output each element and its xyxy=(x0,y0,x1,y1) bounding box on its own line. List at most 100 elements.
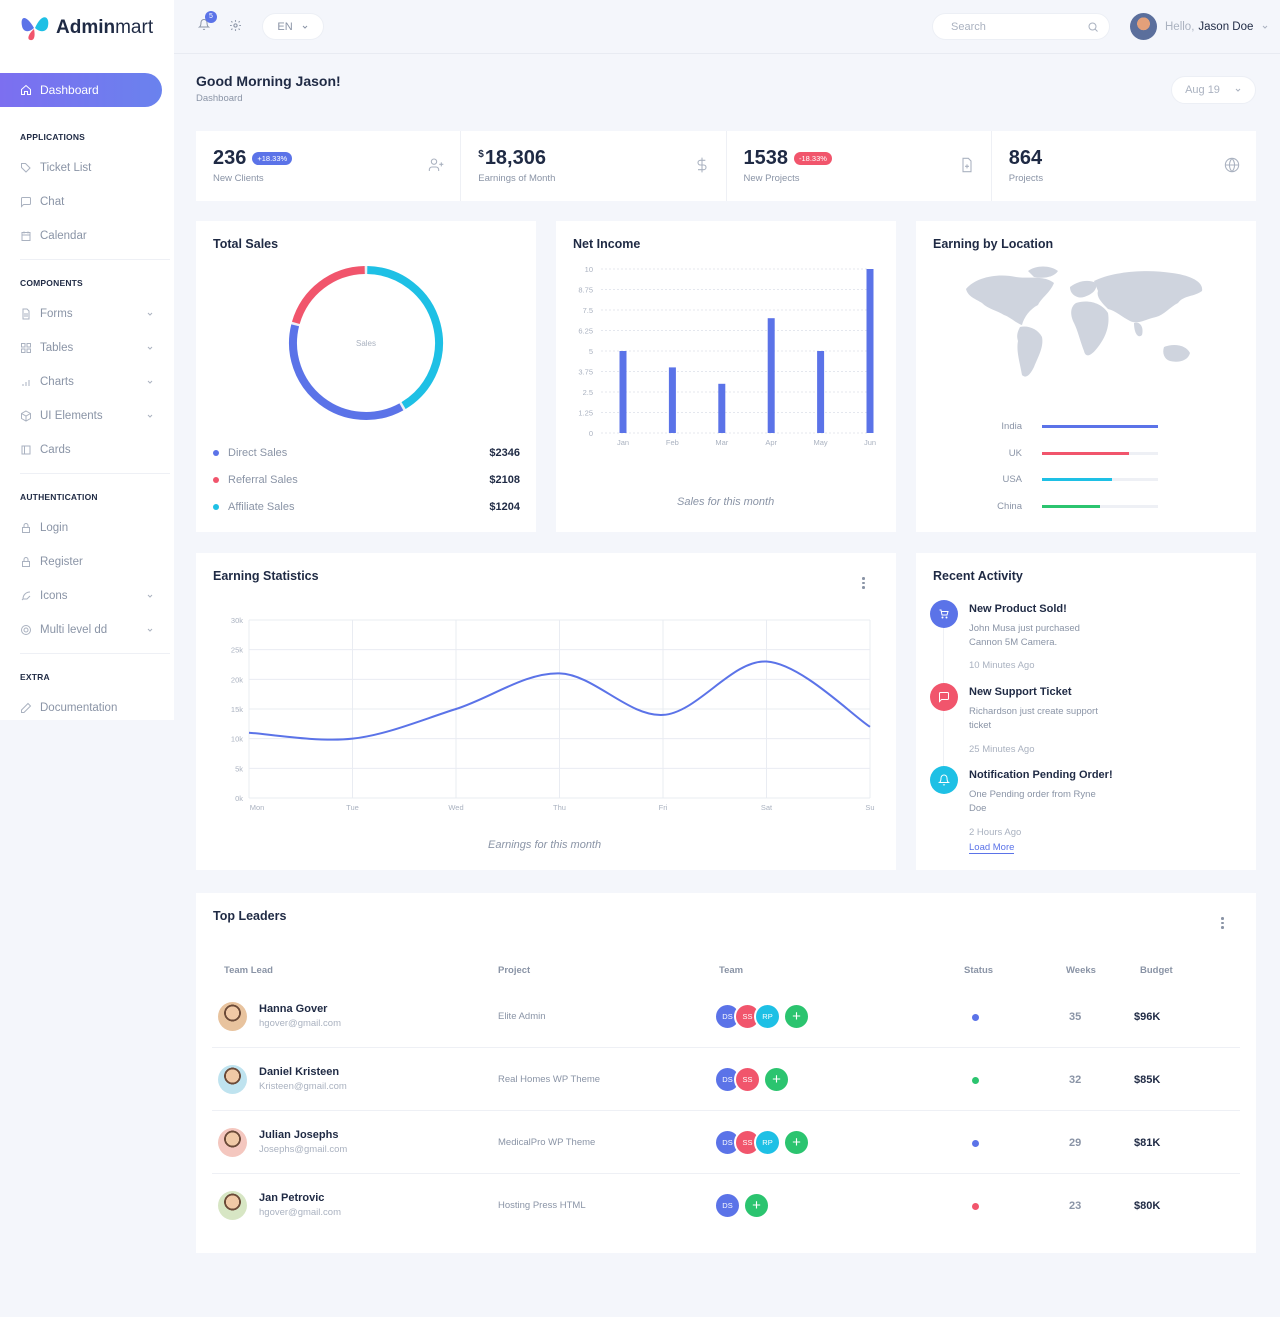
y-tick-label: 0k xyxy=(235,794,243,803)
add-team-member-button[interactable]: + xyxy=(783,1003,810,1030)
lock-icon xyxy=(22,523,30,533)
sidebar-item-cards[interactable]: Cards xyxy=(20,440,160,460)
date-select[interactable]: Aug 19 xyxy=(1171,76,1256,104)
sidebar-item-calendar[interactable]: Calendar xyxy=(20,226,160,246)
total-sales-donut-chart: Sales xyxy=(289,266,443,420)
stat-value: 864 xyxy=(1008,147,1043,169)
sidebar-section-title: AUTHENTICATION xyxy=(20,492,98,502)
sidebar-item-dashboard[interactable]: Dashboard xyxy=(0,73,162,107)
sidebar-item-label: Register xyxy=(40,556,83,568)
sidebar-item-label: Icons xyxy=(40,590,68,602)
leader-email: Josephs@gmail.com xyxy=(259,1144,348,1155)
x-tick-label: Jan xyxy=(617,438,629,447)
table-row[interactable]: Julian Josephs Josephs@gmail.com MedicalPr… xyxy=(212,1112,1240,1174)
location-row: USA18% xyxy=(996,474,1280,485)
life-buoy-icon xyxy=(21,624,31,636)
x-tick-label: Sat xyxy=(761,803,773,812)
gear-icon[interactable] xyxy=(229,19,242,32)
sidebar-item-forms[interactable]: Forms xyxy=(20,304,160,324)
card-title: Recent Activity xyxy=(933,569,1023,583)
weeks-value: 35 xyxy=(1069,1011,1082,1023)
legend-label: Direct Sales xyxy=(228,447,288,459)
location-progress-track xyxy=(1042,505,1158,508)
table-header[interactable]: Budget xyxy=(1140,965,1173,976)
y-tick-label: 10k xyxy=(231,735,243,744)
more-options-icon[interactable] xyxy=(1221,917,1225,929)
activity-item[interactable]: New Support Ticket Richardson just create… xyxy=(930,683,1230,763)
language-select[interactable]: EN xyxy=(262,13,324,40)
sidebar-item-label: Forms xyxy=(40,308,73,320)
card-title: Total Sales xyxy=(213,237,279,251)
team-member-avatar[interactable]: RP xyxy=(754,1129,781,1156)
leader-email: hgover@gmail.com xyxy=(259,1207,341,1218)
net-income-card: Net Income 0 1.25 2.5 3.75 5 6.25 7.5 8.75 10 Jan… xyxy=(556,221,896,532)
table-row[interactable]: Hanna Gover hgover@gmail.com Elite Admin DS… xyxy=(212,986,1240,1048)
x-tick-label: Fri xyxy=(659,803,668,812)
bell-icon[interactable] xyxy=(198,18,210,31)
add-team-member-button[interactable]: + xyxy=(783,1129,810,1156)
sidebar-item-icons[interactable]: Icons xyxy=(20,586,160,606)
card-title: Earning by Location xyxy=(933,237,1054,251)
language-value: EN xyxy=(277,20,293,33)
table-header[interactable]: Team Lead xyxy=(224,965,273,976)
avatar xyxy=(218,1065,247,1094)
stat-label: Projects xyxy=(1008,173,1044,184)
sidebar-item-ui-elements[interactable]: UI Elements xyxy=(20,406,160,426)
team-member-avatar[interactable]: DS xyxy=(714,1192,741,1219)
user-menu[interactable]: Hello, Jason Doe xyxy=(1130,13,1269,40)
budget-value: $80K xyxy=(1134,1200,1161,1212)
box-icon xyxy=(21,410,31,422)
activity-item[interactable]: New Product Sold! John Musa just purchase… xyxy=(930,600,1230,680)
activity-item[interactable]: Notification Pending Order! One Pending o… xyxy=(930,766,1230,846)
add-team-member-button[interactable]: + xyxy=(743,1192,770,1219)
sidebar-item-chat[interactable]: Chat xyxy=(20,192,160,212)
breadcrumb[interactable]: Dashboard xyxy=(196,93,243,104)
team-avatars: DS SS + xyxy=(714,1066,790,1093)
user-greeting: Hello, xyxy=(1165,20,1195,33)
sidebar-item-label: Multi level dd xyxy=(40,624,108,636)
sidebar-item-charts[interactable]: Charts xyxy=(20,372,160,392)
activity-time: 10 Minutes Ago xyxy=(969,660,1035,671)
table-header[interactable]: Project xyxy=(498,965,531,976)
search-icon[interactable] xyxy=(1087,21,1099,33)
table-header[interactable]: Team xyxy=(719,965,744,976)
bar-feb xyxy=(668,367,676,433)
table-header[interactable]: Weeks xyxy=(1066,965,1096,976)
sidebar-item-documentation[interactable]: Documentation xyxy=(20,698,160,718)
y-tick-label: 3.75 xyxy=(578,368,593,377)
table-row[interactable]: Daniel Kristeen Kristeen@gmail.com Real Ho… xyxy=(212,1049,1240,1111)
donut-segment-referral-sales xyxy=(367,266,443,409)
sidebar-item-multi-level-dd[interactable]: Multi level dd xyxy=(20,620,160,640)
user-name: Jason Doe xyxy=(1198,20,1254,33)
brand-logo[interactable]: Adminmart xyxy=(20,14,153,42)
search-input[interactable]: Search xyxy=(932,13,1110,40)
sidebar-item-login[interactable]: Login xyxy=(20,518,160,538)
table-row[interactable]: Jan Petrovic hgover@gmail.com Hosting Pres… xyxy=(212,1175,1240,1237)
page-header: Good Morning Jason! Dashboard xyxy=(196,73,341,104)
sidebar-item-tables[interactable]: Tables xyxy=(20,338,160,358)
feather-icon xyxy=(21,591,31,601)
world-map xyxy=(966,266,1203,377)
butterfly-logo-icon xyxy=(21,17,49,41)
sidebar-item-ticket-list[interactable]: Ticket List xyxy=(20,158,160,178)
sidebar-item-register[interactable]: Register xyxy=(20,552,160,572)
donut-center-label: Sales xyxy=(356,339,376,348)
location-progress-fill xyxy=(1042,505,1100,508)
team-member-avatar[interactable]: RP xyxy=(754,1003,781,1030)
add-team-member-button[interactable]: + xyxy=(763,1066,790,1093)
y-tick-label: 15k xyxy=(231,705,243,714)
team-member-avatar[interactable]: SS xyxy=(734,1066,761,1093)
location-row: India28% xyxy=(996,421,1280,432)
sidebar-divider xyxy=(20,259,170,260)
table-header[interactable]: Status xyxy=(964,965,994,976)
team-avatars: DS SS RP + xyxy=(714,1003,810,1030)
project-name: Elite Admin xyxy=(498,1011,546,1022)
y-tick-label: 5k xyxy=(235,764,243,773)
net-income-bar-chart: 0 1.25 2.5 3.75 5 6.25 7.5 8.75 10 Jan Feb Mar Apr Ma… xyxy=(578,265,876,447)
y-tick-label: 0 xyxy=(589,429,593,438)
more-options-icon[interactable] xyxy=(862,577,866,589)
stat-value-row: 236 +18.33% xyxy=(213,147,443,170)
grid-icon xyxy=(21,343,31,353)
chevron-down-icon xyxy=(147,380,153,384)
load-more-link[interactable]: Load More xyxy=(969,842,1015,854)
